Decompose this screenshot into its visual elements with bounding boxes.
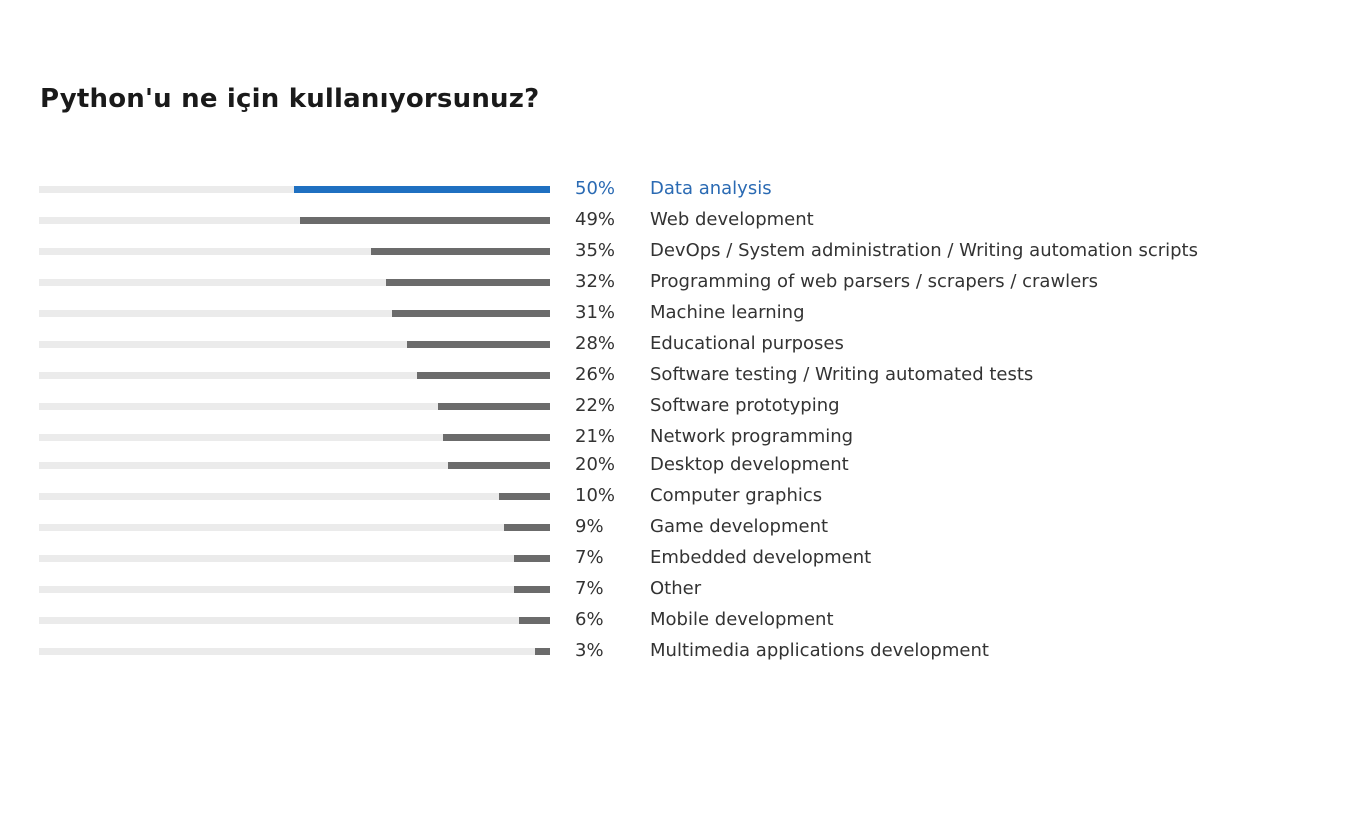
- bar: [438, 403, 550, 410]
- value-label: 22%: [575, 395, 616, 416]
- value-label: 35%: [575, 240, 616, 261]
- value-label: 10%: [575, 485, 616, 506]
- bar: [514, 555, 550, 562]
- category-label: Other: [650, 578, 702, 599]
- bar: [294, 186, 550, 193]
- bar-track: [39, 279, 550, 286]
- category-label: Embedded development: [650, 547, 872, 568]
- bar: [443, 434, 550, 441]
- bar-track: [39, 617, 550, 624]
- bar-row: 21% Network programming: [0, 424, 1300, 450]
- bar: [514, 586, 550, 593]
- value-label: 49%: [575, 209, 616, 230]
- bar: [417, 372, 550, 379]
- bar-row: 9% Game development: [0, 514, 1300, 540]
- category-label: DevOps / System administration / Writing…: [650, 240, 1198, 261]
- bar-row: 32% Programming of web parsers / scrapers…: [0, 269, 1300, 295]
- bar-track: [39, 493, 550, 500]
- bar-row: 31% Machine learning: [0, 300, 1300, 326]
- bar-row: 28% Educational purposes: [0, 331, 1300, 357]
- bar-track: [39, 217, 550, 224]
- bar: [300, 217, 550, 224]
- category-label: Data analysis: [650, 178, 772, 199]
- bar-row: 20% Desktop development: [0, 452, 1300, 478]
- category-label: Mobile development: [650, 609, 834, 630]
- bar-row: 50% Data analysis: [0, 176, 1300, 202]
- value-label: 26%: [575, 364, 616, 385]
- bar-row: 49% Web development: [0, 207, 1300, 233]
- category-label: Game development: [650, 516, 829, 537]
- bar: [371, 248, 550, 255]
- bar: [448, 462, 550, 469]
- chart-title: Python'u ne için kullanıyorsunuz?: [40, 84, 540, 114]
- bar: [499, 493, 550, 500]
- category-label: Software prototyping: [650, 395, 840, 416]
- category-label: Educational purposes: [650, 333, 844, 354]
- category-label: Multimedia applications development: [650, 640, 989, 661]
- value-label: 21%: [575, 426, 616, 447]
- category-label: Software testing / Writing automated tes…: [650, 364, 1034, 385]
- bar-track: [39, 341, 550, 348]
- bar: [504, 524, 550, 531]
- category-label: Desktop development: [650, 454, 849, 475]
- bar-row: 26% Software testing / Writing automated …: [0, 362, 1300, 388]
- bar-track: [39, 403, 550, 410]
- bar-row: 10% Computer graphics: [0, 483, 1300, 509]
- value-label: 32%: [575, 271, 616, 292]
- bar-track: [39, 434, 550, 441]
- bar-track: [39, 248, 550, 255]
- category-label: Computer graphics: [650, 485, 823, 506]
- bar-track: [39, 648, 550, 655]
- bar: [386, 279, 550, 286]
- bar-track: [39, 462, 550, 469]
- value-label: 50%: [575, 178, 616, 199]
- value-label: 9%: [575, 516, 604, 537]
- value-label: 7%: [575, 578, 604, 599]
- bar: [535, 648, 550, 655]
- bar-track: [39, 186, 550, 193]
- value-label: 6%: [575, 609, 604, 630]
- value-label: 20%: [575, 454, 616, 475]
- value-label: 3%: [575, 640, 604, 661]
- bar-track: [39, 524, 550, 531]
- category-label: Machine learning: [650, 302, 805, 323]
- bar: [519, 617, 550, 624]
- bar-row: 3% Multimedia applications development: [0, 638, 1300, 664]
- bar-row: 7% Embedded development: [0, 545, 1300, 571]
- value-label: 28%: [575, 333, 616, 354]
- bar-row: 35% DevOps / System administration / Writ…: [0, 238, 1300, 264]
- bar-track: [39, 372, 550, 379]
- bar-track: [39, 586, 550, 593]
- category-label: Network programming: [650, 426, 854, 447]
- value-label: 31%: [575, 302, 616, 323]
- bar-track: [39, 310, 550, 317]
- category-label: Programming of web parsers / scrapers / …: [650, 271, 1099, 292]
- bar-row: 7% Other: [0, 576, 1300, 602]
- bar: [392, 310, 550, 317]
- bar-row: 6% Mobile development: [0, 607, 1300, 633]
- value-label: 7%: [575, 547, 604, 568]
- bar-row: 22% Software prototyping: [0, 393, 1300, 419]
- category-label: Web development: [650, 209, 814, 230]
- bar-track: [39, 555, 550, 562]
- bar: [407, 341, 550, 348]
